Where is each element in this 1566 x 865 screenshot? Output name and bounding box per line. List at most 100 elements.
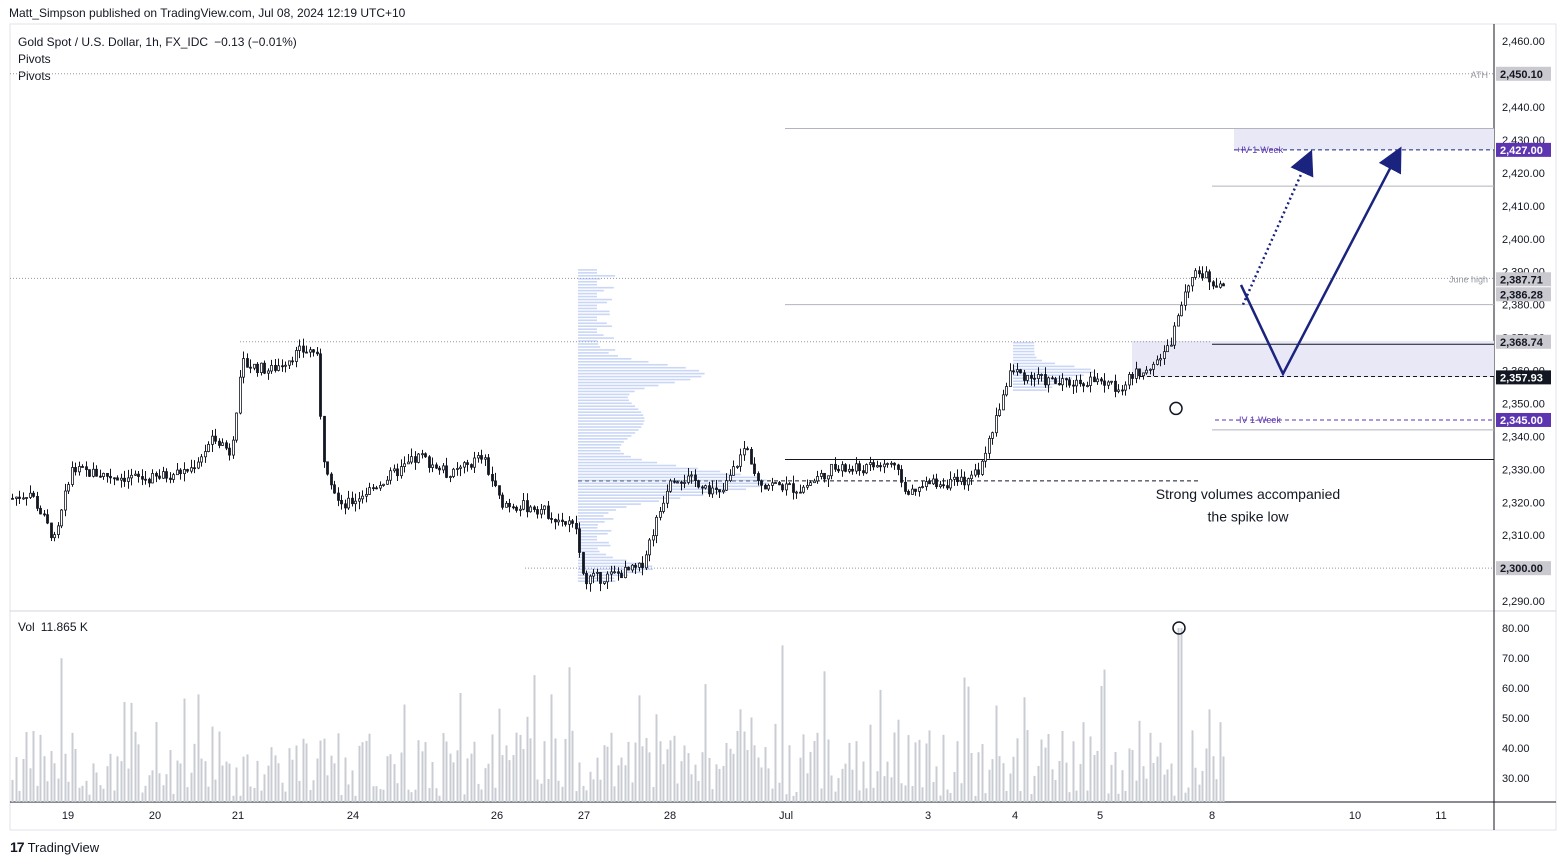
price-badge: 2,386.28 [1496, 287, 1551, 302]
candle [354, 493, 357, 512]
volume-bar [1089, 736, 1092, 802]
support-zone [1132, 340, 1494, 378]
candle-body [218, 440, 221, 446]
candle [291, 356, 294, 366]
candle [872, 459, 875, 471]
price-tick-label: 2,440.00 [1502, 102, 1545, 114]
price-badge-label: 2,357.93 [1500, 372, 1543, 384]
candle-body [893, 462, 896, 466]
profile-row [1013, 362, 1055, 365]
volume-bar [683, 745, 686, 802]
volume-bar [312, 780, 315, 802]
candle-body [753, 463, 756, 474]
candle-body [855, 463, 858, 472]
candle-body [596, 571, 599, 574]
profile-row [578, 272, 597, 274]
candle-body [78, 466, 81, 473]
candle [701, 485, 704, 495]
candle [1131, 372, 1134, 386]
profile-row [578, 295, 597, 298]
candle-body [1149, 368, 1152, 371]
time-tick-label: 11 [1435, 810, 1446, 822]
publisher-line: Matt_Simpson published on TradingView.co… [9, 6, 406, 20]
volume-legend[interactable]: Vol 11.865 K [18, 620, 88, 634]
volume-bar [753, 745, 756, 802]
volume-bar [547, 778, 550, 802]
candle-body [1075, 379, 1078, 387]
candle [32, 490, 35, 498]
price-badge-bg [1496, 142, 1551, 157]
candle-body [225, 442, 228, 449]
candle [697, 479, 700, 489]
profile-row [578, 399, 630, 402]
candle [179, 468, 182, 480]
candle [610, 565, 613, 582]
price-badge-bg [1496, 334, 1551, 349]
candle [914, 488, 917, 496]
candle-body [393, 468, 396, 472]
candle-body [386, 479, 389, 485]
profile-row [578, 393, 630, 396]
candle-body [442, 465, 445, 471]
candle-body [417, 453, 420, 463]
candle-body [606, 573, 609, 583]
candle [687, 468, 690, 485]
symbol-legend-row[interactable]: Gold Spot / U.S. Dollar, 1h, FX_IDC −0.13… [18, 34, 297, 51]
candle-body [648, 539, 651, 556]
candle [274, 358, 277, 373]
candle-body [1215, 285, 1218, 288]
candle-body [1068, 379, 1071, 386]
volume-bar [918, 739, 921, 802]
candle-body [410, 456, 413, 463]
volume-bar [78, 787, 81, 802]
time-tick-label: 21 [232, 810, 244, 822]
candle-body [757, 473, 760, 482]
candle-body [680, 481, 683, 484]
candle [970, 470, 973, 485]
candle-body [452, 468, 455, 477]
candle-body [564, 521, 567, 525]
indicator-pivots-1[interactable]: Pivots [18, 52, 51, 66]
volume-bar [284, 791, 287, 802]
indicator-pivots-2[interactable]: Pivots [18, 69, 51, 83]
volume-bar [1180, 628, 1183, 802]
candle-body [1191, 277, 1194, 287]
candle [515, 505, 518, 513]
volume-bar [897, 719, 900, 802]
candle [183, 462, 186, 482]
candle [1019, 368, 1022, 374]
candle-body [883, 463, 886, 468]
tradingview-logo[interactable]: 17 TradingView [10, 839, 99, 855]
candle-body [99, 475, 102, 478]
profile-row [578, 441, 624, 443]
profile-row [1013, 353, 1035, 356]
candle-body [1212, 281, 1215, 287]
volume-bar [970, 752, 973, 802]
volume-bar [407, 789, 410, 802]
candle-body [960, 476, 963, 483]
candle-body [778, 482, 781, 486]
volume-bar [715, 764, 718, 802]
bullish-v-arrow [1239, 146, 1402, 377]
volume-bar [18, 790, 21, 802]
volume-bar [200, 758, 203, 802]
volume-bar [50, 751, 53, 802]
volume-bar [190, 772, 193, 802]
volume-bar [1065, 762, 1068, 802]
candle [568, 516, 571, 533]
volume-bar [648, 752, 651, 802]
price-badge: 2,300.00 [1496, 561, 1551, 576]
candle [680, 480, 683, 491]
time-tick-label: 5 [1097, 810, 1103, 822]
candle-body [32, 492, 35, 497]
candle-body [396, 468, 399, 477]
candle [883, 459, 886, 474]
profile-row [578, 325, 613, 328]
candle-body [505, 502, 508, 508]
volume-bar [834, 791, 837, 802]
profile-row [578, 512, 609, 514]
volume-bar [949, 792, 952, 802]
candles [11, 266, 1225, 592]
candle [928, 478, 931, 485]
